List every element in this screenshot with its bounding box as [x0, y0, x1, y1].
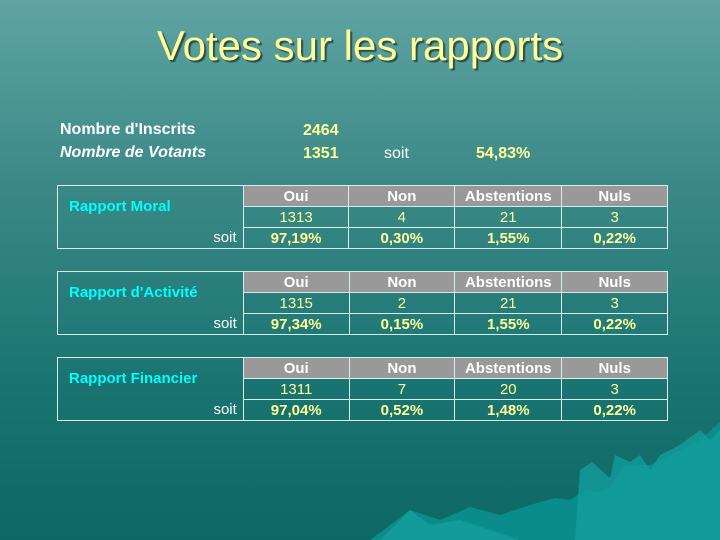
percent-cell: 97,04%	[242, 399, 350, 421]
column-header: Oui	[242, 271, 350, 293]
count-cell: 7	[348, 378, 456, 400]
percent-cell: 0,52%	[348, 399, 456, 421]
count-cell: 4	[348, 206, 456, 228]
column-header: Non	[348, 357, 456, 379]
count-cell: 3	[561, 206, 668, 228]
percent-cell: 0,15%	[348, 313, 456, 335]
column-header: Nuls	[561, 271, 668, 293]
column-header: Oui	[242, 357, 350, 379]
count-cell: 3	[561, 378, 668, 400]
soit-label: soit	[57, 227, 244, 249]
report-name: Rapport d'Activité	[57, 271, 244, 314]
votants-value: 1351	[303, 145, 339, 162]
votants-label: Nombre de Votants	[60, 144, 207, 161]
count-cell: 20	[454, 378, 563, 400]
percent-cell: 97,34%	[242, 313, 350, 335]
percent-cell: 1,55%	[454, 313, 563, 335]
percent-cell: 0,22%	[561, 313, 668, 335]
count-cell: 1311	[242, 378, 350, 400]
report-table: Rapport d'Activité Oui Non Abstentions Nuls 1…	[57, 271, 668, 335]
percent-cell: 0,30%	[348, 227, 456, 249]
column-header: Oui	[242, 185, 350, 207]
votants-pct: 54,83%	[476, 145, 531, 162]
column-header: Abstentions	[454, 357, 563, 379]
column-header: Abstentions	[454, 185, 563, 207]
percent-cell: 1,48%	[454, 399, 563, 421]
inscrits-value: 2464	[303, 122, 339, 139]
percent-cell: 0,22%	[561, 399, 668, 421]
count-cell: 21	[454, 292, 563, 314]
column-header: Non	[348, 185, 456, 207]
column-header: Nuls	[561, 185, 668, 207]
report-name: Rapport Financier	[57, 357, 244, 400]
votants-soit: soit	[384, 145, 409, 162]
percent-cell: 97,19%	[242, 227, 350, 249]
percent-cell: 1,55%	[454, 227, 563, 249]
report-table: Rapport Moral Oui Non Abstentions Nuls 1313 4 2…	[57, 185, 668, 249]
column-header: Non	[348, 271, 456, 293]
report-table: Rapport Financier Oui Non Abstentions Nuls 13…	[57, 357, 668, 421]
count-cell: 3	[561, 292, 668, 314]
count-cell: 2	[348, 292, 456, 314]
count-cell: 21	[454, 206, 563, 228]
report-name: Rapport Moral	[57, 185, 244, 228]
page-title: Votes sur les rapports	[156, 22, 564, 69]
soit-label: soit	[57, 399, 244, 421]
count-cell: 1315	[242, 292, 350, 314]
count-cell: 1313	[242, 206, 350, 228]
soit-label: soit	[57, 313, 244, 335]
percent-cell: 0,22%	[561, 227, 668, 249]
column-header: Abstentions	[454, 271, 563, 293]
column-header: Nuls	[561, 357, 668, 379]
inscrits-label: Nombre d'Inscrits	[60, 121, 196, 138]
